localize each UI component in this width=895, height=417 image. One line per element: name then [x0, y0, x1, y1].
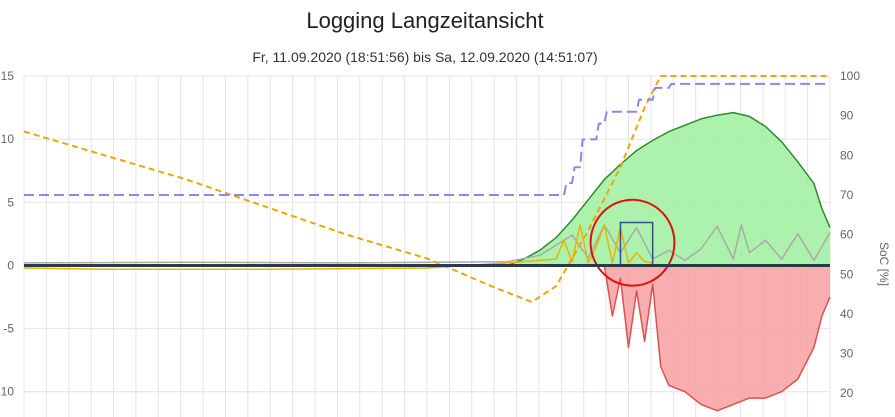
y-tick-label: 10 — [1, 132, 15, 146]
series-1-area — [24, 265, 830, 411]
series-0-area — [24, 112, 830, 266]
series-2-line — [23, 224, 831, 264]
y2-tick-label: 40 — [840, 307, 854, 321]
annotation-red-circle — [589, 198, 676, 287]
y2-tick-label: 20 — [840, 386, 854, 400]
y-axis-left: 15 10 5 0 -5 -10 — [0, 69, 14, 399]
y2-axis-title: SoC [%] — [877, 242, 891, 286]
y2-tick-label: 70 — [840, 188, 854, 202]
y-axis-right: 100 90 80 70 60 50 40 30 20 — [840, 69, 860, 400]
line-series — [23, 75, 831, 412]
y2-tick-label: 30 — [840, 347, 854, 361]
chart-title: Logging Langzeitansicht — [306, 8, 544, 33]
series-0-line — [24, 111, 831, 267]
series-3-line — [23, 224, 653, 270]
area-series — [24, 112, 830, 411]
chart-subtitle: Fr, 11.09.2020 (18:51:56) bis Sa, 12.09.… — [252, 49, 598, 65]
y-tick-label: 0 — [7, 258, 14, 272]
series-5-line — [24, 82, 830, 196]
y2-tick-label: 60 — [840, 228, 854, 242]
y2-tick-label: 80 — [840, 148, 854, 162]
y-tick-label: -5 — [3, 322, 14, 336]
y2-tick-label: 100 — [840, 69, 860, 83]
y-tick-label: 5 — [7, 195, 14, 209]
series-1-line — [24, 264, 831, 412]
y2-tick-label: 50 — [840, 267, 854, 281]
y-tick-label: -10 — [0, 385, 14, 399]
y2-tick-label: 90 — [840, 109, 854, 123]
y-tick-label: 15 — [1, 69, 15, 83]
